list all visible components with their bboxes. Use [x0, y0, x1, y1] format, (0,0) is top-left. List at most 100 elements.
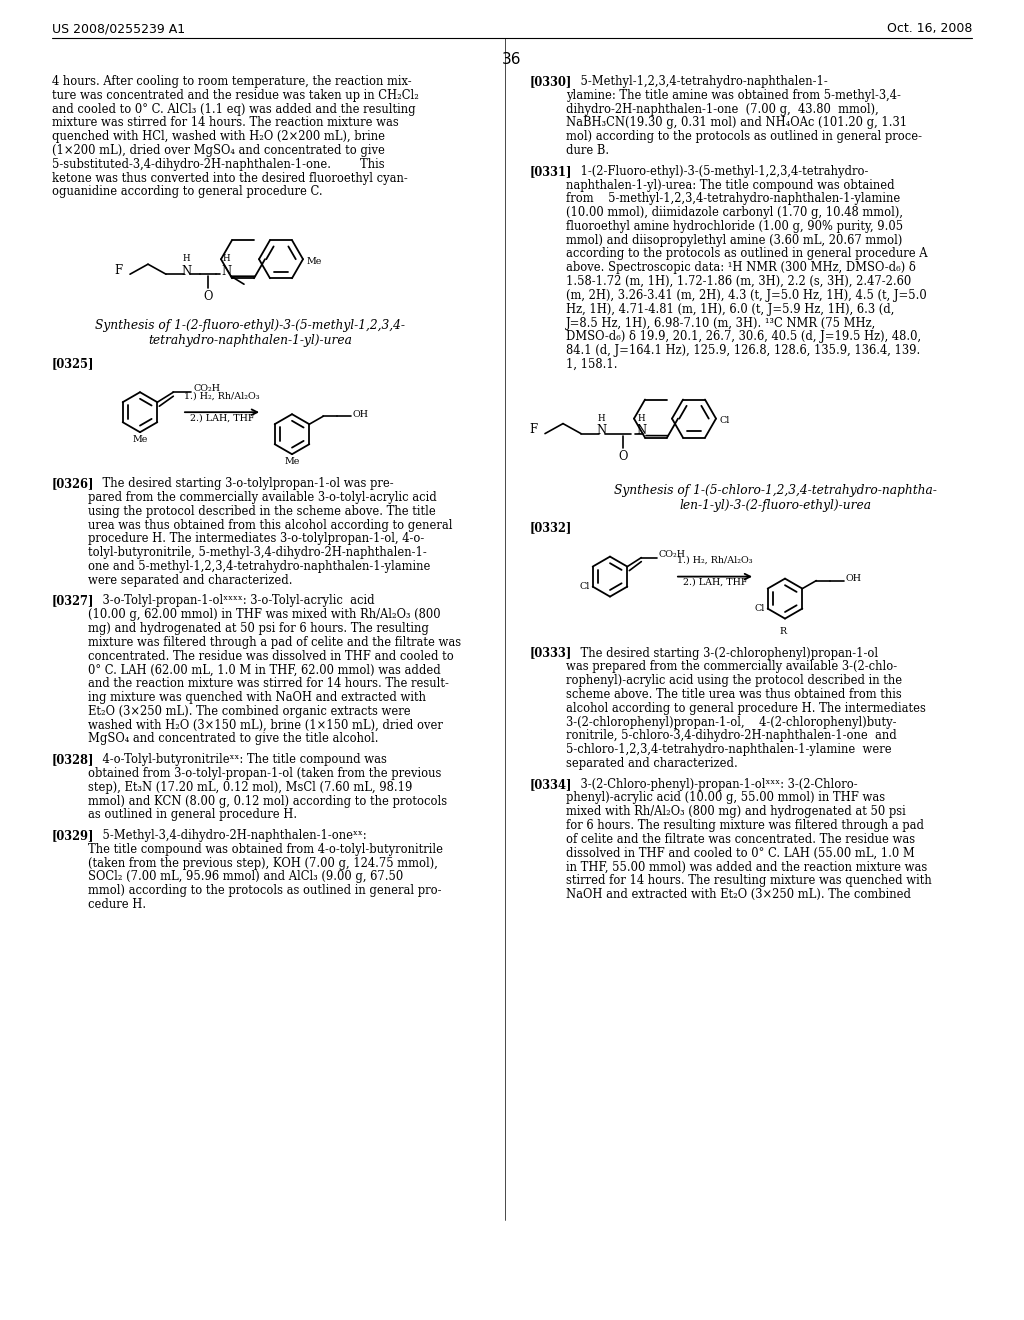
Text: phenyl)-acrylic acid (10.00 g, 55.00 mmol) in THF was: phenyl)-acrylic acid (10.00 g, 55.00 mmo… — [566, 792, 885, 804]
Text: 1.58-1.72 (m, 1H), 1.72-1.86 (m, 3H), 2.2 (s, 3H), 2.47-2.60: 1.58-1.72 (m, 1H), 1.72-1.86 (m, 3H), 2.… — [566, 275, 911, 288]
Text: for 6 hours. The resulting mixture was filtered through a pad: for 6 hours. The resulting mixture was f… — [566, 820, 924, 832]
Text: H: H — [637, 413, 645, 422]
Text: tetrahydro-naphthalen-1-yl)-urea: tetrahydro-naphthalen-1-yl)-urea — [148, 334, 352, 347]
Text: N: N — [596, 424, 606, 437]
Text: 36: 36 — [502, 51, 522, 67]
Text: H: H — [182, 255, 189, 263]
Text: N: N — [636, 424, 646, 437]
Text: R: R — [779, 627, 786, 636]
Text: [0329]: [0329] — [52, 829, 94, 842]
Text: separated and characterized.: separated and characterized. — [566, 756, 737, 770]
Text: were separated and characterized.: were separated and characterized. — [88, 574, 293, 587]
Text: 1-(2-Fluoro-ethyl)-3-(5-methyl-1,2,3,4-tetrahydro-: 1-(2-Fluoro-ethyl)-3-(5-methyl-1,2,3,4-t… — [566, 165, 868, 178]
Text: scheme above. The title urea was thus obtained from this: scheme above. The title urea was thus ob… — [566, 688, 902, 701]
Text: pared from the commercially available 3-o-tolyl-acrylic acid: pared from the commercially available 3-… — [88, 491, 437, 504]
Text: procedure H. The intermediates 3-o-tolylpropan-1-ol, 4-o-: procedure H. The intermediates 3-o-tolyl… — [88, 532, 424, 545]
Text: mixture was stirred for 14 hours. The reaction mixture was: mixture was stirred for 14 hours. The re… — [52, 116, 398, 129]
Text: 1.) H₂, Rh/Al₂O₃: 1.) H₂, Rh/Al₂O₃ — [677, 556, 753, 565]
Text: washed with H₂O (3×150 mL), brine (1×150 mL), dried over: washed with H₂O (3×150 mL), brine (1×150… — [88, 718, 442, 731]
Text: dissolved in THF and cooled to 0° C. LAH (55.00 mL, 1.0 M: dissolved in THF and cooled to 0° C. LAH… — [566, 846, 914, 859]
Text: mmol) according to the protocols as outlined in general pro-: mmol) according to the protocols as outl… — [88, 884, 441, 898]
Text: F: F — [528, 424, 537, 436]
Text: of celite and the filtrate was concentrated. The residue was: of celite and the filtrate was concentra… — [566, 833, 915, 846]
Text: N: N — [181, 265, 191, 277]
Text: 3-o-Tolyl-propan-1-olˣˣˣˣ: 3-o-Tolyl-acrylic  acid: 3-o-Tolyl-propan-1-olˣˣˣˣ: 3-o-Tolyl-acr… — [88, 594, 375, 607]
Text: len-1-yl)-3-(2-fluoro-ethyl)-urea: len-1-yl)-3-(2-fluoro-ethyl)-urea — [679, 499, 871, 512]
Text: obtained from 3-o-tolyl-propan-1-ol (taken from the previous: obtained from 3-o-tolyl-propan-1-ol (tak… — [88, 767, 441, 780]
Text: according to the protocols as outlined in general procedure A: according to the protocols as outlined i… — [566, 248, 928, 260]
Text: from    5-methyl-1,2,3,4-tetrahydro-naphthalen-1-ylamine: from 5-methyl-1,2,3,4-tetrahydro-naphtha… — [566, 193, 900, 206]
Text: (taken from the previous step), KOH (7.00 g, 124.75 mmol),: (taken from the previous step), KOH (7.0… — [88, 857, 438, 870]
Text: N: N — [221, 265, 231, 277]
Text: fluoroethyl amine hydrochloride (1.00 g, 90% purity, 9.05: fluoroethyl amine hydrochloride (1.00 g,… — [566, 220, 903, 232]
Text: step), Et₃N (17.20 mL, 0.12 mol), MsCl (7.60 mL, 98.19: step), Et₃N (17.20 mL, 0.12 mol), MsCl (… — [88, 781, 413, 793]
Text: in THF, 55.00 mmol) was added and the reaction mixture was: in THF, 55.00 mmol) was added and the re… — [566, 861, 928, 874]
Text: using the protocol described in the scheme above. The title: using the protocol described in the sche… — [88, 504, 436, 517]
Text: CO₂H: CO₂H — [658, 550, 685, 560]
Text: 4 hours. After cooling to room temperature, the reaction mix-: 4 hours. After cooling to room temperatu… — [52, 75, 412, 88]
Text: concentrated. The residue was dissolved in THF and cooled to: concentrated. The residue was dissolved … — [88, 649, 454, 663]
Text: 4-o-Tolyl-butyronitrileˣˣ: The title compound was: 4-o-Tolyl-butyronitrileˣˣ: The title com… — [88, 754, 387, 766]
Text: (m, 2H), 3.26-3.41 (m, 2H), 4.3 (t, J=5.0 Hz, 1H), 4.5 (t, J=5.0: (m, 2H), 3.26-3.41 (m, 2H), 4.3 (t, J=5.… — [566, 289, 927, 302]
Text: SOCl₂ (7.00 mL, 95.96 mmol) and AlCl₃ (9.00 g, 67.50: SOCl₂ (7.00 mL, 95.96 mmol) and AlCl₃ (9… — [88, 870, 403, 883]
Text: ylamine: The title amine was obtained from 5-methyl-3,4-: ylamine: The title amine was obtained fr… — [566, 88, 901, 102]
Text: DMSO-d₆) δ 19.9, 20.1, 26.7, 30.6, 40.5 (d, J=19.5 Hz), 48.0,: DMSO-d₆) δ 19.9, 20.1, 26.7, 30.6, 40.5 … — [566, 330, 922, 343]
Text: 5-Methyl-1,2,3,4-tetrahydro-naphthalen-1-: 5-Methyl-1,2,3,4-tetrahydro-naphthalen-1… — [566, 75, 827, 88]
Text: H: H — [222, 255, 229, 263]
Text: 5-Methyl-3,4-dihydro-2H-naphthalen-1-oneˣˣ:: 5-Methyl-3,4-dihydro-2H-naphthalen-1-one… — [88, 829, 367, 842]
Text: [0326]: [0326] — [52, 478, 94, 490]
Text: 3-(2-chlorophenyl)propan-1-ol,    4-(2-chlorophenyl)buty-: 3-(2-chlorophenyl)propan-1-ol, 4-(2-chlo… — [566, 715, 896, 729]
Text: rophenyl)-acrylic acid using the protocol described in the: rophenyl)-acrylic acid using the protoco… — [566, 675, 902, 688]
Text: MgSO₄ and concentrated to give the title alcohol.: MgSO₄ and concentrated to give the title… — [88, 733, 379, 746]
Text: (1×200 mL), dried over MgSO₄ and concentrated to give: (1×200 mL), dried over MgSO₄ and concent… — [52, 144, 385, 157]
Text: Cl: Cl — [720, 416, 730, 425]
Text: O: O — [204, 290, 213, 304]
Text: as outlined in general procedure H.: as outlined in general procedure H. — [88, 808, 297, 821]
Text: 1.) H₂, Rh/Al₂O₃: 1.) H₂, Rh/Al₂O₃ — [184, 391, 260, 400]
Text: (10.00 g, 62.00 mmol) in THF was mixed with Rh/Al₂O₃ (800: (10.00 g, 62.00 mmol) in THF was mixed w… — [88, 609, 440, 622]
Text: NaOH and extracted with Et₂O (3×250 mL). The combined: NaOH and extracted with Et₂O (3×250 mL).… — [566, 888, 911, 902]
Text: The desired starting 3-(2-chlorophenyl)propan-1-ol: The desired starting 3-(2-chlorophenyl)p… — [566, 647, 879, 660]
Text: The desired starting 3-o-tolylpropan-1-ol was pre-: The desired starting 3-o-tolylpropan-1-o… — [88, 478, 393, 490]
Text: Et₂O (3×250 mL). The combined organic extracts were: Et₂O (3×250 mL). The combined organic ex… — [88, 705, 411, 718]
Text: [0330]: [0330] — [530, 75, 572, 88]
Text: 5-chloro-1,2,3,4-tetrahydro-naphthalen-1-ylamine  were: 5-chloro-1,2,3,4-tetrahydro-naphthalen-1… — [566, 743, 892, 756]
Text: dure B.: dure B. — [566, 144, 609, 157]
Text: 0° C. LAH (62.00 mL, 1.0 M in THF, 62.00 mmol) was added: 0° C. LAH (62.00 mL, 1.0 M in THF, 62.00… — [88, 664, 440, 676]
Text: urea was thus obtained from this alcohol according to general: urea was thus obtained from this alcohol… — [88, 519, 453, 532]
Text: (10.00 mmol), diimidazole carbonyl (1.70 g, 10.48 mmol),: (10.00 mmol), diimidazole carbonyl (1.70… — [566, 206, 903, 219]
Text: Synthesis of 1-(2-fluoro-ethyl)-3-(5-methyl-1,2,3,4-: Synthesis of 1-(2-fluoro-ethyl)-3-(5-met… — [95, 319, 406, 333]
Text: cedure H.: cedure H. — [88, 898, 146, 911]
Text: [0333]: [0333] — [530, 647, 572, 660]
Text: [0331]: [0331] — [530, 165, 572, 178]
Text: mg) and hydrogenated at 50 psi for 6 hours. The resulting: mg) and hydrogenated at 50 psi for 6 hou… — [88, 622, 429, 635]
Text: mixed with Rh/Al₂O₃ (800 mg) and hydrogenated at 50 psi: mixed with Rh/Al₂O₃ (800 mg) and hydroge… — [566, 805, 906, 818]
Text: [0327]: [0327] — [52, 594, 94, 607]
Text: O: O — [618, 450, 628, 462]
Text: Hz, 1H), 4.71-4.81 (m, 1H), 6.0 (t, J=5.9 Hz, 1H), 6.3 (d,: Hz, 1H), 4.71-4.81 (m, 1H), 6.0 (t, J=5.… — [566, 302, 894, 315]
Text: Cl: Cl — [580, 582, 590, 591]
Text: ture was concentrated and the residue was taken up in CH₂Cl₂: ture was concentrated and the residue wa… — [52, 88, 419, 102]
Text: was prepared from the commercially available 3-(2-chlo-: was prepared from the commercially avail… — [566, 660, 897, 673]
Text: Synthesis of 1-(5-chloro-1,2,3,4-tetrahydro-naphtha-: Synthesis of 1-(5-chloro-1,2,3,4-tetrahy… — [613, 483, 936, 496]
Text: above. Spectroscopic data: ¹H NMR (300 MHz, DMSO-d₆) δ: above. Spectroscopic data: ¹H NMR (300 M… — [566, 261, 915, 275]
Text: The title compound was obtained from 4-o-tolyl-butyronitrile: The title compound was obtained from 4-o… — [88, 843, 443, 855]
Text: H: H — [597, 413, 605, 422]
Text: quenched with HCl, washed with H₂O (2×200 mL), brine: quenched with HCl, washed with H₂O (2×20… — [52, 131, 385, 143]
Text: dihydro-2H-naphthalen-1-one  (7.00 g,  43.80  mmol),: dihydro-2H-naphthalen-1-one (7.00 g, 43.… — [566, 103, 879, 116]
Text: and cooled to 0° C. AlCl₃ (1.1 eq) was added and the resulting: and cooled to 0° C. AlCl₃ (1.1 eq) was a… — [52, 103, 416, 116]
Text: Cl: Cl — [755, 605, 765, 612]
Text: OH: OH — [846, 574, 861, 583]
Text: NaBH₃CN(19.30 g, 0.31 mol) and NH₄OAc (101.20 g, 1.31: NaBH₃CN(19.30 g, 0.31 mol) and NH₄OAc (1… — [566, 116, 907, 129]
Text: mmol) and diisopropylethyl amine (3.60 mL, 20.67 mmol): mmol) and diisopropylethyl amine (3.60 m… — [566, 234, 902, 247]
Text: ronitrile, 5-chloro-3,4-dihydro-2H-naphthalen-1-one  and: ronitrile, 5-chloro-3,4-dihydro-2H-napht… — [566, 730, 897, 742]
Text: [0328]: [0328] — [52, 754, 94, 766]
Text: 3-(2-Chloro-phenyl)-propan-1-olˣˣˣ: 3-(2-Chloro-: 3-(2-Chloro-phenyl)-propan-1-olˣˣˣ: 3-(2… — [566, 777, 858, 791]
Text: Me: Me — [132, 436, 147, 445]
Text: US 2008/0255239 A1: US 2008/0255239 A1 — [52, 22, 185, 36]
Text: alcohol according to general procedure H. The intermediates: alcohol according to general procedure H… — [566, 702, 926, 715]
Text: 2.) LAH, THF: 2.) LAH, THF — [189, 413, 254, 422]
Text: OH: OH — [352, 409, 369, 418]
Text: stirred for 14 hours. The resulting mixture was quenched with: stirred for 14 hours. The resulting mixt… — [566, 874, 932, 887]
Text: mixture was filtered through a pad of celite and the filtrate was: mixture was filtered through a pad of ce… — [88, 636, 461, 649]
